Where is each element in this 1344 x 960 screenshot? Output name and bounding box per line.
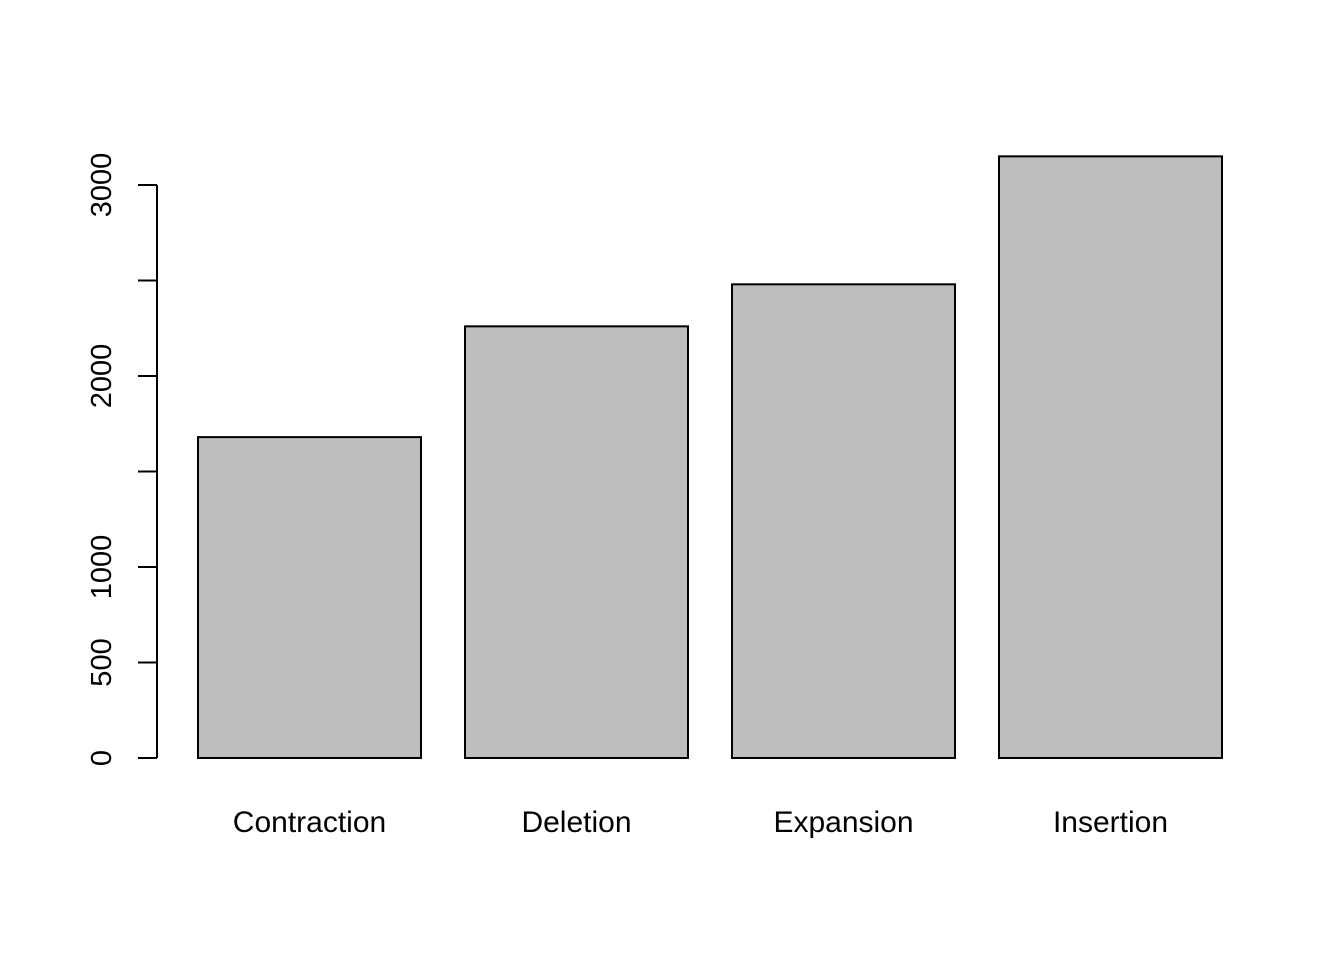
bar-deletion [464,325,689,759]
x-tick-label-contraction: Contraction [233,806,386,839]
x-tick-label-deletion: Deletion [521,806,631,839]
y-tick-label: 2000 [86,344,118,409]
x-tick-label-expansion: Expansion [773,806,913,839]
bar-insertion [998,155,1223,760]
y-tick-label: 3000 [86,153,118,218]
x-tick-label-insertion: Insertion [1053,806,1168,839]
bar-contraction [197,436,422,759]
bars [197,155,1223,760]
x-axis-labels: Contraction Deletion Expansion Insertion [233,806,1168,839]
y-tick-label: 0 [86,750,118,766]
bar-expansion [731,283,956,759]
y-tick-label: 1000 [86,535,118,600]
y-tick-label: 500 [86,638,118,686]
y-axis: 0 500 1000 2000 3000 [86,153,158,766]
